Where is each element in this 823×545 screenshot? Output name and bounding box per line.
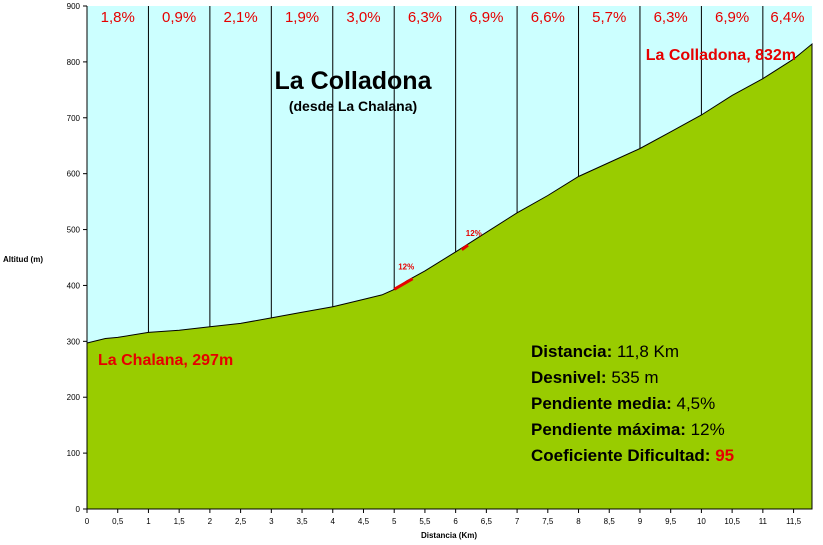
y-tick-label: 300 [67,337,81,346]
x-axis-title: Distancia (Km) [421,531,477,540]
segment-grade-label: 0,9% [162,9,196,26]
chart-subtitle: (desde La Chalana) [289,98,417,114]
chart-title: La Colladona [275,67,433,95]
y-tick-label: 400 [67,281,81,290]
x-tick-label: 9,5 [665,517,677,526]
y-tick-label: 600 [67,170,81,179]
segment-grade-label: 6,3% [654,9,688,26]
x-tick-label: 11 [759,517,768,526]
stat-key: Coeficiente Dificultad: [531,446,715,465]
stat-line: Coeficiente Dificultad: 95 [531,446,734,465]
x-tick-label: 2 [208,517,213,526]
segment-grade-label: 1,8% [101,9,135,26]
y-tick-label: 800 [67,58,81,67]
stat-key: Pendiente media: [531,394,676,413]
x-tick-label: 2,5 [235,517,247,526]
stat-line: Desnivel: 535 m [531,368,659,387]
y-tick-label: 0 [76,505,81,514]
x-tick-label: 8,5 [604,517,616,526]
end-label: La Colladona, 832m [646,47,796,64]
x-tick-label: 0 [85,517,90,526]
x-tick-label: 6,5 [481,517,493,526]
segment-grade-label: 6,4% [770,9,804,26]
stats-panel: Distancia: 11,8 Km Desnivel: 535 m Pendien… [531,342,734,465]
x-tick-label: 10 [697,517,706,526]
y-tick-label: 200 [67,393,81,402]
stat-value: 12% [691,420,725,439]
elevation-area [86,42,813,510]
x-tick-label: 7 [515,517,520,526]
max-grade-mark [460,243,469,251]
start-label: La Chalana, 297m [98,352,233,369]
x-tick-label: 5,5 [419,517,431,526]
stat-line: Distancia: 11,8 Km [531,342,679,361]
x-tick-label: 0,5 [112,517,124,526]
x-tick-label: 1 [146,517,151,526]
max-grade-mark [393,277,414,291]
x-tick-label: 6 [453,517,458,526]
segment-grade-label: 6,6% [531,9,565,26]
stat-value: 535 m [611,368,658,387]
segment-grade-label: 3,0% [346,9,380,26]
x-tick-label: 9 [638,517,643,526]
x-tick-label: 4,5 [358,517,370,526]
segment-grade-label: 2,1% [224,9,258,26]
y-tick-label: 500 [67,226,81,235]
segment-grade-labels: 1,8% 0,9% 2,1% 1,9% 3,0% 6,3% 6,9% 6,6% 5,7% 6,3%… [101,9,805,26]
max-grade-marks: 12% 12% [393,229,482,291]
segment-grade-label: 1,9% [285,9,319,26]
segment-grade-label: 5,7% [592,9,626,26]
y-tick-label: 100 [67,449,81,458]
x-tick-label: 3,5 [296,517,308,526]
max-grade-mark-label: 12% [398,263,414,272]
y-tick-label: 900 [67,2,81,11]
stat-line: Pendiente media: 4,5% [531,394,715,413]
x-tick-label: 3 [269,517,274,526]
stat-value: 4,5% [676,394,715,413]
x-tick-label: 10,5 [724,517,740,526]
x-tick-label: 4 [331,517,336,526]
stat-value: 95 [715,446,734,465]
segment-grade-label: 6,9% [469,9,503,26]
stat-key: Pendiente máxima: [531,420,691,439]
stat-value: 11,8 Km [617,342,679,361]
x-tick-label: 8 [576,517,581,526]
segment-grade-label: 6,3% [408,9,442,26]
stat-line: Pendiente máxima: 12% [531,420,725,439]
x-tick-label: 1,5 [174,517,186,526]
max-grade-mark-label: 12% [466,229,482,238]
segment-grade-label: 6,9% [715,9,749,26]
x-tick-label: 11,5 [786,517,802,526]
y-axis-title: Altitud (m) [3,255,43,264]
stat-key: Distancia: [531,342,617,361]
x-tick-label: 7,5 [542,517,554,526]
stat-key: Desnivel: [531,368,611,387]
x-tick-label: 5 [392,517,397,526]
y-tick-label: 700 [67,114,81,123]
